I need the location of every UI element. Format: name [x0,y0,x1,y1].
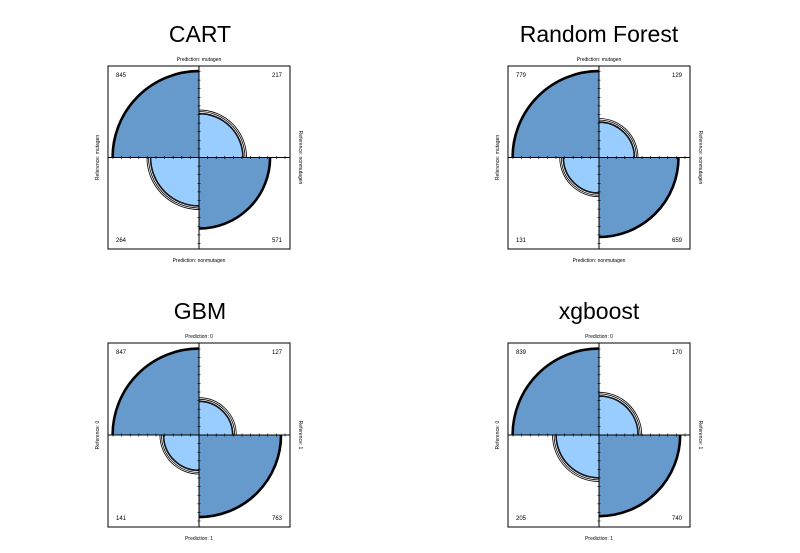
quadrant-sector-top-left [512,71,600,158]
count-label-bottom-right: 659 [672,238,683,244]
confidence-ring-bottom-left [146,157,200,210]
quadrant-sector-top-left [112,71,200,158]
confidence-ring-bottom-left [553,434,600,481]
quadrant-sector-bottom-right [198,157,271,229]
chart-title: CART [169,21,231,47]
right-margin-label: Reference: nonmutagen [297,131,303,185]
confidence-ring-top-left [511,347,600,436]
confidence-ring-top-right [598,391,643,436]
quadrant-sector-top-right [598,122,635,158]
quadrant-sector-top-right [198,401,233,436]
confidence-ring-top-right [198,112,244,158]
left-margin-label: Reference: 0 [495,420,501,449]
confidence-ring-bottom-left [148,157,200,209]
quadrant-sector-bottom-right [598,157,679,238]
confidence-ring-top-right [598,119,637,158]
left-margin-label: Reference: 0 [95,420,101,449]
confidence-ring-bottom-left [552,434,600,482]
confidence-ring-bottom-left [560,157,600,196]
count-label-top-left: 779 [516,73,527,79]
chart-title: Random Forest [520,21,679,47]
count-label-bottom-left: 131 [516,238,527,244]
quadrant-sector-top-right [198,113,243,158]
confidence-ring-top-right [598,121,636,158]
top-margin-label: Prediction: 0 [585,334,613,340]
confidence-ring-bottom-right [198,157,272,230]
count-label-bottom-right: 571 [272,238,283,244]
fourfold-chart-1: CART 845 217 264 571 Prediction: mutagen Predi… [95,21,303,264]
confidence-ring-bottom-left [159,434,200,475]
confidence-ring-bottom-left [161,434,200,473]
bottom-margin-label: Prediction: nonmutagen [573,258,626,264]
count-label-bottom-right: 740 [672,516,683,522]
left-margin-label: Reference: mutagen [95,135,101,181]
right-margin-label: Reference: nonmutagen [697,131,703,185]
confidence-ring-top-left [111,69,200,158]
count-label-top-right: 129 [672,73,683,79]
confidence-ring-top-right [198,109,247,158]
count-label-top-right: 170 [672,350,683,356]
confidence-ring-top-left [511,69,600,158]
bottom-margin-label: Prediction: 1 [585,536,613,542]
right-margin-label: Reference: 1 [297,421,303,450]
quadrant-sector-bottom-left [163,434,200,471]
quadrant-sector-top-left [512,348,600,436]
bottom-margin-label: Prediction: 1 [185,536,213,542]
count-label-top-left: 847 [116,350,127,356]
confidence-ring-bottom-left [149,157,200,207]
count-label-bottom-left: 264 [116,238,127,244]
confidence-ring-top-right [198,398,236,436]
left-margin-label: Reference: mutagen [495,135,501,181]
fourfold-chart-2: Random Forest 779 129 131 659 Prediction: mut… [495,21,703,264]
quadrant-sector-top-left [112,348,200,436]
top-margin-label: Prediction: mutagen [177,57,222,63]
confidence-ring-bottom-left [162,434,200,472]
quadrant-sector-top-right [598,395,639,436]
top-margin-label: Prediction: 0 [185,334,213,340]
confidence-ring-top-right [598,393,641,436]
quadrant-sector-bottom-right [198,434,282,518]
confidence-ring-bottom-right [598,434,682,518]
chart-title: xgboost [559,298,640,324]
count-label-bottom-left: 141 [116,516,127,522]
confidence-ring-top-right [198,111,246,158]
confidence-ring-top-right [598,395,639,436]
chart-title: GBM [174,298,226,324]
fourfold-chart-3: GBM 847 127 141 763 Prediction: 0 Prediction: … [95,298,303,542]
confidence-ring-top-right [198,397,237,436]
count-label-top-left: 845 [116,73,127,79]
fourfold-chart-4: xgboost 839 170 205 740 Prediction: 0 Predicti… [495,298,703,542]
confidence-ring-top-left [111,347,200,436]
confidence-ring-top-right [598,118,639,158]
right-margin-label: Reference: 1 [697,421,703,450]
confidence-ring-bottom-right [598,157,680,239]
confidence-ring-bottom-left [562,157,600,194]
count-label-top-right: 127 [272,350,283,356]
count-label-top-right: 217 [272,73,283,79]
quadrant-sector-bottom-right [598,434,681,517]
top-margin-label: Prediction: mutagen [577,57,622,63]
quadrant-sector-bottom-left [150,157,200,206]
quadrant-sector-bottom-left [563,157,600,194]
confidence-ring-bottom-left [555,434,600,479]
confidence-ring-top-right [198,400,234,436]
confidence-ring-bottom-right [198,434,283,519]
bottom-margin-label: Prediction: nonmutagen [173,258,226,264]
count-label-top-left: 839 [516,350,527,356]
confidence-ring-bottom-left [559,157,600,198]
count-label-bottom-right: 763 [272,516,283,522]
quadrant-sector-bottom-left [556,434,600,478]
count-label-bottom-left: 205 [516,516,527,522]
